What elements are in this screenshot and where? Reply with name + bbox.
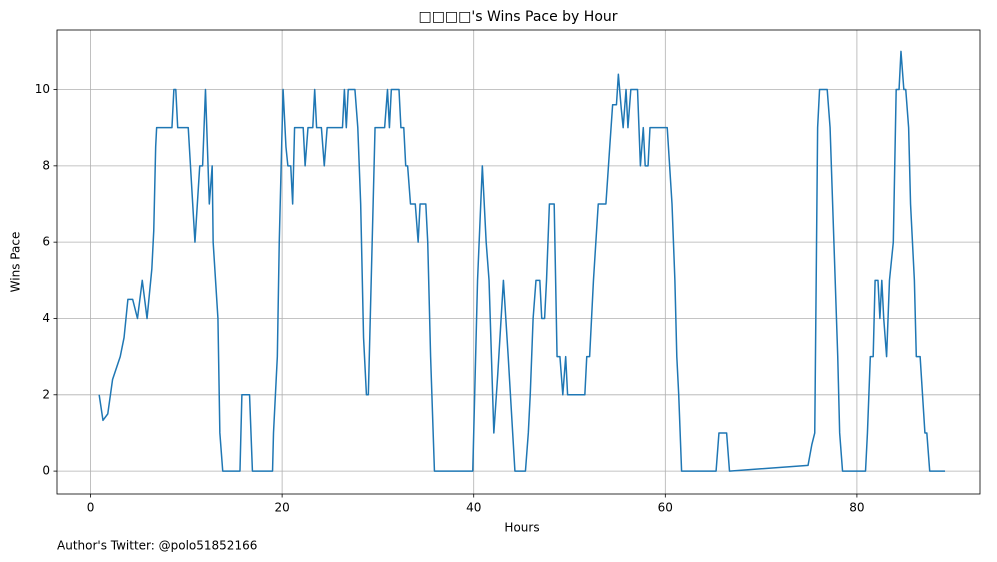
footnote: Author's Twitter: @polo51852166: [57, 539, 257, 553]
x-tick-label: 20: [274, 501, 289, 515]
x-tick-label: 80: [849, 501, 864, 515]
y-tick-label: 6: [42, 235, 50, 249]
data-line: [98, 50, 946, 472]
x-tick-label: 60: [658, 501, 673, 515]
plot-frame: [56, 29, 981, 495]
y-tick-label: 4: [42, 311, 50, 325]
x-axis-label: Hours: [504, 521, 539, 535]
y-tick-label: 10: [35, 82, 50, 96]
chart-title: □□□□'s Wins Pace by Hour: [418, 9, 617, 25]
x-tick-label: 40: [466, 501, 481, 515]
x-tick-label: 0: [87, 501, 95, 515]
y-tick-label: 8: [42, 158, 50, 172]
y-tick-label: 2: [42, 387, 50, 401]
y-axis-label: Wins Pace: [9, 232, 23, 293]
y-tick-label: 0: [42, 464, 50, 478]
